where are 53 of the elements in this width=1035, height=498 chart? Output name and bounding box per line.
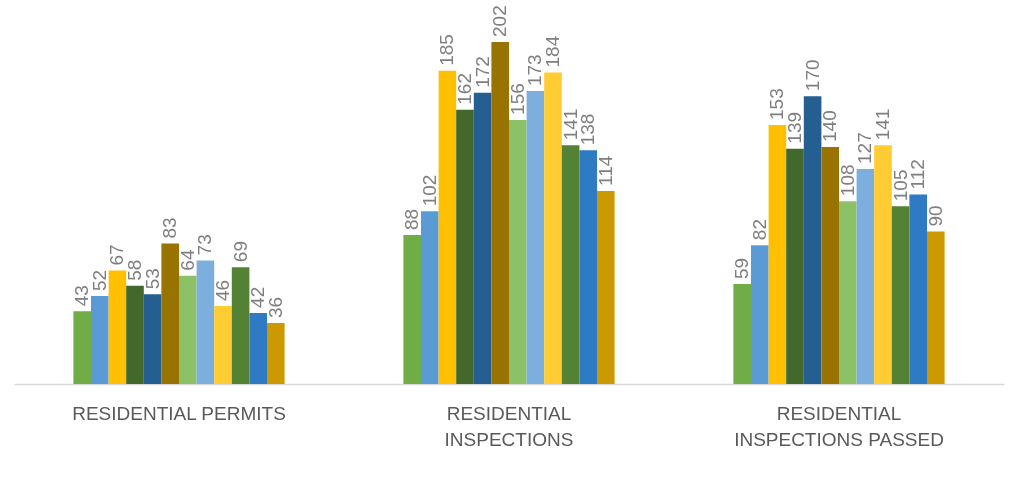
bar — [803, 96, 822, 384]
bar — [509, 119, 527, 384]
bar — [108, 270, 127, 384]
bar — [403, 235, 421, 384]
x-tick-label: RESIDENTIAL INSPECTIONS — [444, 402, 574, 450]
x-tick-label: RESIDENTIAL INSPECTIONS PASSED — [734, 402, 944, 450]
data-label: 102 — [418, 174, 440, 207]
bar — [491, 42, 509, 384]
bar — [751, 245, 769, 384]
bar — [561, 145, 580, 384]
bar — [526, 91, 545, 384]
bar — [909, 194, 927, 384]
bar — [456, 109, 474, 384]
data-label: 46 — [212, 279, 233, 302]
bar — [73, 311, 91, 384]
bar — [438, 70, 457, 384]
bar — [856, 168, 875, 384]
bar — [421, 211, 439, 384]
bar — [768, 124, 787, 384]
bar — [839, 201, 857, 384]
bar — [249, 312, 267, 384]
data-label: 88 — [401, 208, 423, 231]
bar — [231, 267, 250, 384]
data-label: 185 — [436, 34, 458, 66]
bar — [786, 148, 804, 384]
bar — [874, 145, 892, 384]
data-label: 202 — [489, 5, 511, 37]
bar — [821, 146, 839, 384]
data-label: 83 — [159, 217, 181, 239]
bar — [91, 295, 109, 384]
bar — [196, 260, 215, 384]
data-label: 82 — [748, 219, 770, 241]
data-label: 114 — [594, 155, 616, 186]
bar — [927, 231, 945, 384]
data-label: 140 — [819, 110, 841, 142]
bar — [544, 72, 562, 384]
bar — [733, 284, 751, 384]
bar — [579, 150, 597, 384]
data-label: 170 — [801, 59, 823, 92]
bar — [214, 306, 232, 384]
data-label: 90 — [924, 205, 946, 227]
x-tick-label: RESIDENTIAL PERMITS — [72, 402, 286, 424]
bar — [473, 92, 492, 384]
bar — [891, 206, 910, 384]
bar — [179, 275, 197, 384]
bar — [161, 243, 179, 384]
data-label: 69 — [229, 241, 251, 263]
data-label: 59 — [731, 257, 753, 280]
bar — [267, 323, 285, 384]
bar — [597, 190, 615, 384]
bar — [126, 285, 144, 384]
data-label: 108 — [836, 164, 858, 197]
bar — [143, 294, 162, 384]
